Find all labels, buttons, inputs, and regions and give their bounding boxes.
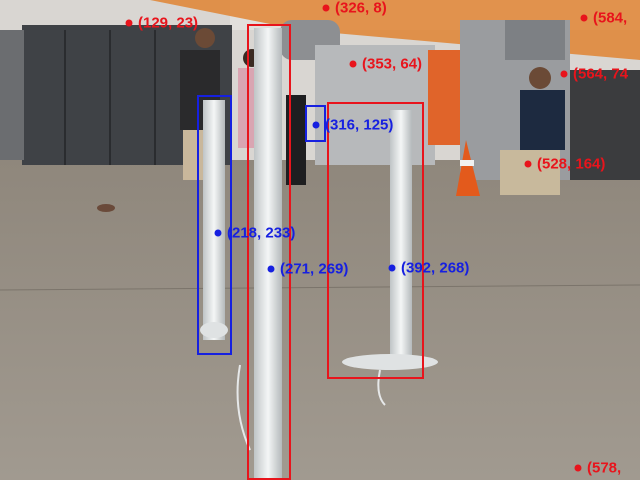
keypoint-label: (326, 8) [335,0,387,17]
keypoint-label: (564, 74 [573,65,629,83]
box-red-left-pole [247,24,291,480]
keypoint-label: (584, [593,9,628,27]
keypoint-label: (578, [587,459,622,477]
box-blue-small [305,105,326,142]
keypoint-label: (528, 164) [537,155,606,173]
keypoint-dot [125,19,133,27]
keypoint-label: (392, 268) [401,259,470,277]
keypoint-label: (129, 23) [138,14,199,32]
keypoint-label: (271, 269) [280,260,349,278]
keypoint-dot [388,264,396,272]
box-red-right-pole [327,102,424,379]
keypoint-label: (218, 233) [227,224,296,242]
keypoint-dot [214,229,222,237]
keypoint-dot [574,464,582,472]
keypoint-dot [580,14,588,22]
keypoint-dot [312,121,320,129]
keypoint-dot [322,4,330,12]
keypoint-dot [267,265,275,273]
box-blue-back-pole [197,95,232,355]
keypoint-label: (353, 64) [362,55,423,73]
keypoint-dot [524,160,532,168]
keypoint-dot [349,60,357,68]
keypoint-label: (316, 125) [325,116,394,134]
keypoint-dot [560,70,568,78]
